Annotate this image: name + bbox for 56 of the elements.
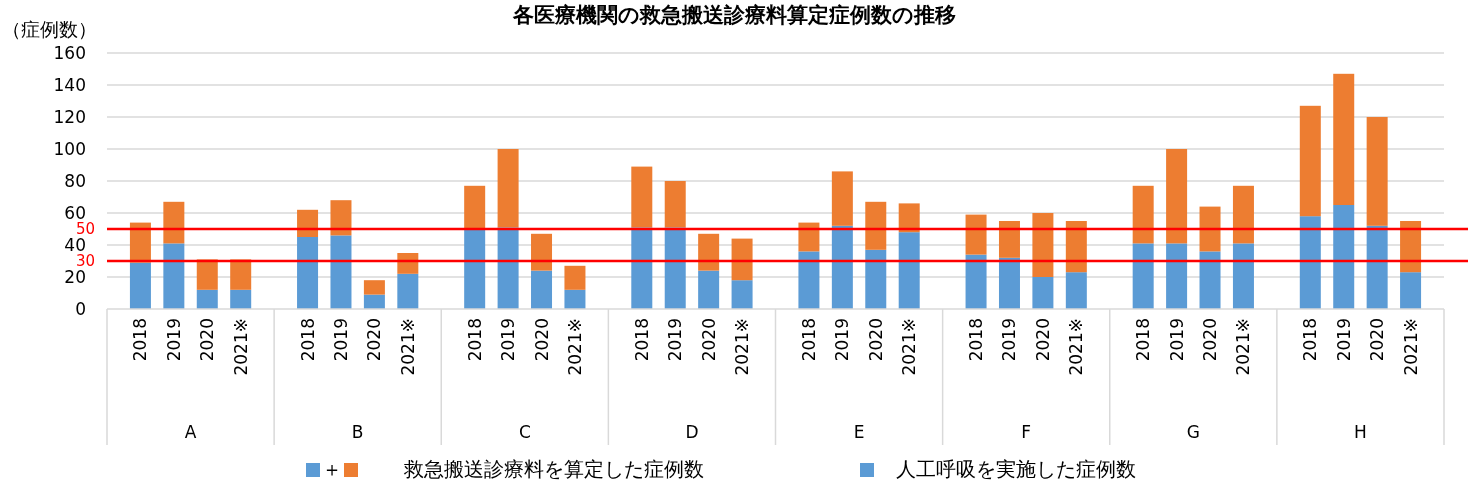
x-tick-label: 2019 <box>498 318 519 362</box>
ref-line-label: 30 <box>76 252 96 270</box>
text: E <box>853 422 865 442</box>
x-tick-label: 2018 <box>1133 318 1154 362</box>
x-tick-label: 2020 <box>1032 318 1053 362</box>
y-tick-label: 20 <box>64 267 86 287</box>
text: B <box>351 422 364 442</box>
text: A <box>184 422 197 442</box>
x-tick-label: 2019 <box>999 318 1020 362</box>
text: ＋ <box>322 457 342 481</box>
x-tick-label: 2018 <box>297 318 318 362</box>
y-tick-label: 160 <box>53 43 86 63</box>
x-tick-label: 2020 <box>1367 318 1388 362</box>
x-tick-label: 2018 <box>798 318 819 362</box>
x-tick-label: 2020 <box>197 318 218 362</box>
x-tick-label: 2021※ <box>1066 318 1087 376</box>
x-tick-label: 2018 <box>464 318 485 362</box>
legend-label: 救急搬送診療料を算定した症例数 <box>403 457 704 481</box>
y-tick-label: 80 <box>64 171 86 191</box>
text: F <box>1021 422 1032 442</box>
x-tick-label: 2021※ <box>564 318 585 376</box>
y-tick-label: 40 <box>64 235 86 255</box>
x-tick-label: 2020 <box>531 318 552 362</box>
x-tick-label: 2021※ <box>899 318 920 376</box>
x-tick-label: 2021※ <box>732 318 753 376</box>
legend-label: 人工呼吸を実施した症例数 <box>896 457 1136 481</box>
x-tick-label: 2020 <box>698 318 719 362</box>
x-tick-label: 2020 <box>1200 318 1221 362</box>
x-tick-label: 2018 <box>966 318 987 362</box>
y-tick-label: 60 <box>64 203 86 223</box>
y-tick-label: 120 <box>53 107 86 127</box>
text: D <box>685 422 699 442</box>
x-tick-label: 2021※ <box>230 318 251 376</box>
x-tick-label: 2020 <box>865 318 886 362</box>
y-tick-label: 100 <box>53 139 86 159</box>
x-tick-label: 2019 <box>665 318 686 362</box>
x-tick-label: 2019 <box>832 318 853 362</box>
text: G <box>1186 422 1200 442</box>
x-tick-label: 2021※ <box>397 318 418 376</box>
x-tick-label: 2019 <box>1333 318 1354 362</box>
y-axis-title: （症例数） <box>2 18 97 40</box>
x-tick-label: 2019 <box>330 318 351 362</box>
x-tick-label: 2021※ <box>1233 318 1254 376</box>
x-tick-label: 2018 <box>631 318 652 362</box>
chart-title: 各医療機関の救急搬送診療料算定症例数の推移 <box>511 3 956 27</box>
text: C <box>518 422 531 442</box>
x-tick-label: 2019 <box>163 318 184 362</box>
x-tick-label: 2018 <box>1300 318 1321 362</box>
x-tick-label: 2018 <box>130 318 151 362</box>
ref-line-label: 50 <box>76 220 96 238</box>
x-tick-label: 2019 <box>1166 318 1187 362</box>
text: H <box>1354 422 1367 442</box>
x-tick-label: 2020 <box>364 318 385 362</box>
y-tick-label: 0 <box>75 299 86 319</box>
x-tick-label: 2021※ <box>1400 318 1421 376</box>
y-tick-label: 140 <box>53 75 86 95</box>
